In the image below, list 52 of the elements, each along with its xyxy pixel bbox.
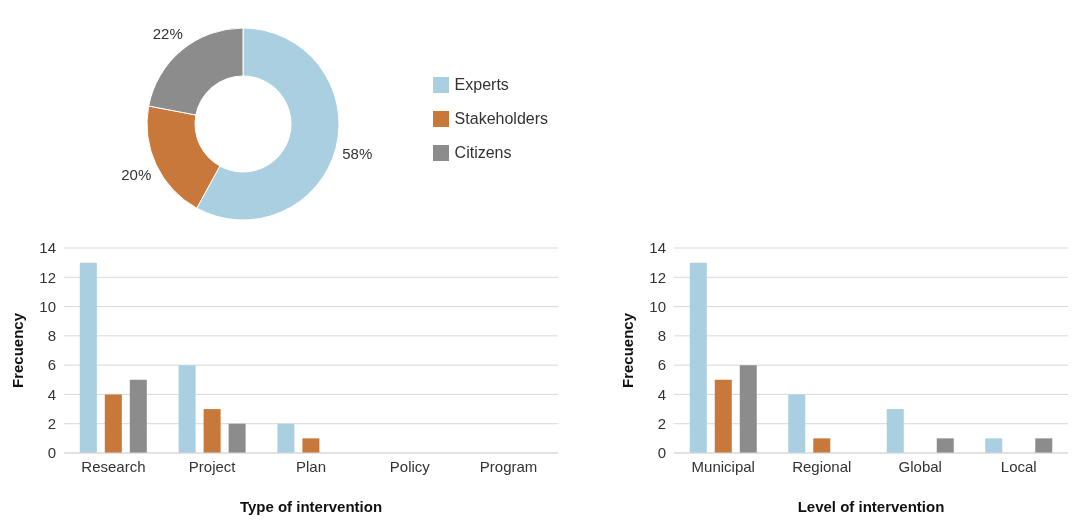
x-axis-title: Type of intervention bbox=[239, 497, 383, 515]
bar bbox=[936, 438, 954, 453]
bar bbox=[104, 394, 122, 453]
bar bbox=[1035, 438, 1053, 453]
bar bbox=[689, 262, 707, 453]
x-tick-label: Program bbox=[479, 457, 538, 475]
x-tick-label: Municipal bbox=[691, 457, 755, 475]
y-tick-label: 4 bbox=[657, 385, 666, 403]
y-tick-label: 0 bbox=[47, 444, 56, 462]
y-tick-label: 6 bbox=[657, 356, 666, 374]
y-tick-label: 0 bbox=[657, 444, 666, 462]
x-axis-title: Level of intervention bbox=[797, 497, 945, 515]
y-tick-label: 2 bbox=[657, 415, 666, 433]
bar bbox=[886, 409, 904, 453]
bar bbox=[788, 394, 806, 453]
data-label: 22% bbox=[152, 24, 183, 42]
x-tick-label: Project bbox=[188, 457, 237, 475]
y-tick-label: 12 bbox=[649, 268, 666, 286]
data-label: 58% bbox=[342, 144, 373, 162]
y-tick-label: 14 bbox=[39, 239, 56, 257]
x-tick-label: Policy bbox=[389, 457, 431, 475]
bar bbox=[302, 438, 320, 453]
y-tick-label: 10 bbox=[649, 297, 666, 315]
y-axis-title: Frecuency bbox=[619, 312, 637, 389]
bar bbox=[739, 365, 757, 453]
data-label: 20% bbox=[121, 165, 152, 183]
x-tick-label: Plan bbox=[295, 457, 327, 475]
y-axis-title: Frecuency bbox=[9, 312, 27, 389]
bar bbox=[985, 438, 1003, 453]
y-tick-label: 8 bbox=[657, 327, 666, 345]
legend-label: Citizens bbox=[454, 144, 512, 162]
x-tick-label: Global bbox=[898, 457, 942, 475]
y-tick-label: 14 bbox=[649, 239, 666, 257]
legend-label: Stakeholders bbox=[454, 110, 548, 128]
bar bbox=[813, 438, 831, 453]
x-tick-label: Local bbox=[1000, 457, 1037, 475]
bar bbox=[277, 423, 295, 453]
y-tick-label: 6 bbox=[47, 356, 56, 374]
bar bbox=[178, 365, 196, 453]
y-tick-label: 4 bbox=[47, 385, 56, 403]
bar bbox=[203, 409, 221, 453]
bar bbox=[714, 379, 732, 453]
y-tick-label: 2 bbox=[47, 415, 56, 433]
legend-label: Experts bbox=[454, 76, 509, 94]
bar bbox=[129, 379, 147, 453]
y-tick-label: 12 bbox=[39, 268, 56, 286]
y-tick-label: 10 bbox=[39, 297, 56, 315]
x-tick-label: Regional bbox=[792, 457, 852, 475]
bar bbox=[79, 262, 97, 453]
y-tick-label: 8 bbox=[47, 327, 56, 345]
x-tick-label: Research bbox=[81, 457, 146, 475]
bar bbox=[228, 423, 246, 453]
